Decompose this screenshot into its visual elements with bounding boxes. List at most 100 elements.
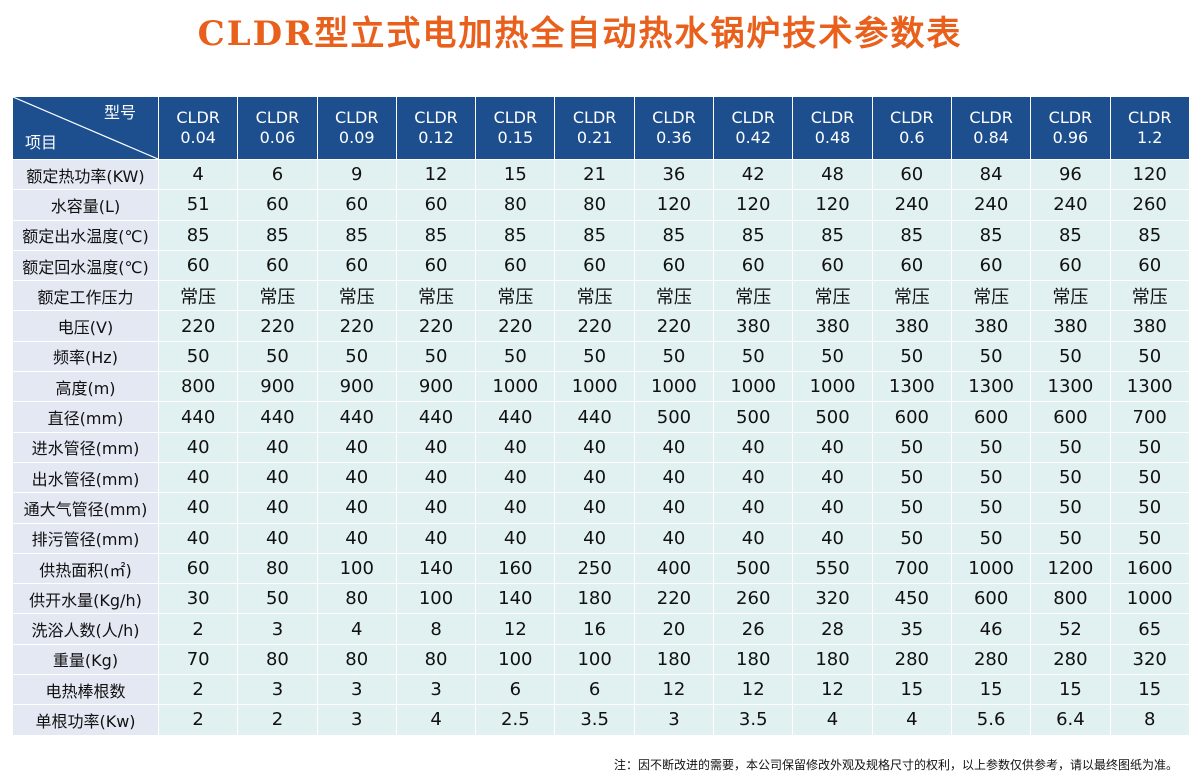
table-cell: 85 <box>554 219 635 251</box>
table-cell: 6 <box>237 158 318 191</box>
row-label: 额定回水温度(℃) <box>12 249 159 282</box>
table-cell: 1000 <box>475 371 556 403</box>
table-cell: 60 <box>792 249 873 282</box>
table-cell: 1300 <box>871 371 952 403</box>
table-cell: 1300 <box>1030 371 1111 403</box>
table-cell: 40 <box>713 522 794 554</box>
table-cell: 15 <box>1030 674 1111 706</box>
parameter-table: 型号 项目 CLDR 0.04 CLDR 0.06 CLDR 0.09 CLDR 0.12 CL… <box>12 96 1190 736</box>
table-cell: 1000 <box>554 371 635 403</box>
table-cell: 120 <box>713 189 794 221</box>
table-cell: 60 <box>950 249 1032 282</box>
model-header-cell: CLDR 0.21 <box>554 96 635 160</box>
table-cell: 40 <box>554 431 635 463</box>
table-body: 额定热功率(KW) 4 6 9 12 15 21 36 42 48 60 84 96 120 水容量(L) 5… <box>12 158 1190 736</box>
table-cell: 50 <box>1109 522 1190 554</box>
model-name: CLDR <box>255 108 300 127</box>
table-cell: 12 <box>713 674 794 706</box>
table-cell: 50 <box>475 340 556 373</box>
table-cell: 40 <box>792 522 873 554</box>
table-cell: 2.5 <box>475 704 556 736</box>
table-row: 电热棒根数 2 3 3 3 6 6 12 12 12 15 15 15 15 <box>12 674 1190 706</box>
table-row: 单根功率(Kw) 2 2 3 4 2.5 3.5 3 3.5 4 4 5.6 6.4 8 <box>12 704 1190 736</box>
table-cell: 80 <box>316 583 397 615</box>
model-name: CLDR <box>969 108 1013 127</box>
table-cell: 1000 <box>633 371 715 403</box>
table-cell: 220 <box>316 310 397 342</box>
row-label: 进水管径(mm) <box>12 431 159 463</box>
model-header-cell: CLDR 0.04 <box>157 96 239 160</box>
table-cell: 180 <box>713 643 794 676</box>
model-capacity: 0.96 <box>1052 128 1089 147</box>
table-cell: 60 <box>395 249 477 282</box>
table-cell: 8 <box>395 613 477 645</box>
table-row: 出水管径(mm) 40 40 40 40 40 40 40 40 40 50 50 50 50 <box>12 461 1190 494</box>
item-header-label: 项目 <box>25 133 58 152</box>
table-cell: 50 <box>1109 461 1190 494</box>
model-name: CLDR <box>810 108 855 127</box>
table-cell: 85 <box>871 219 952 251</box>
table-cell: 220 <box>475 310 556 342</box>
model-header-cell: CLDR 0.6 <box>871 96 952 160</box>
table-cell: 40 <box>792 461 873 494</box>
table-cell: 40 <box>316 522 397 554</box>
table-cell: 900 <box>237 371 318 403</box>
table-cell: 3 <box>316 674 397 706</box>
model-name: CLDR <box>890 108 934 127</box>
table-cell: 40 <box>395 431 477 463</box>
table-cell: 3.5 <box>554 704 635 736</box>
model-name: CLDR <box>493 108 538 127</box>
page-title: CLDR型立式电加热全自动热水锅炉技术参数表 <box>197 14 963 54</box>
table-cell: 240 <box>871 189 952 221</box>
table-cell: 常压 <box>157 280 239 312</box>
table-cell: 100 <box>395 583 477 615</box>
table-row: 供开水量(Kg/h) 30 50 80 100 140 180 220 260 320 450 600… <box>12 583 1190 615</box>
table-cell: 60 <box>1109 249 1190 282</box>
table-cell: 140 <box>395 552 477 585</box>
table-cell: 42 <box>713 158 794 191</box>
table-cell: 85 <box>157 219 239 251</box>
table-cell: 50 <box>871 522 952 554</box>
table-cell: 40 <box>475 431 556 463</box>
table-row: 电压(V) 220 220 220 220 220 220 220 380 380 380 380 38… <box>12 310 1190 342</box>
table-cell: 220 <box>237 310 318 342</box>
table-cell: 21 <box>554 158 635 191</box>
model-capacity: 0.21 <box>576 128 613 147</box>
model-capacity: 0.15 <box>497 128 534 147</box>
table-cell: 440 <box>554 401 635 433</box>
model-name: CLDR <box>731 108 775 127</box>
table-cell: 260 <box>713 583 794 615</box>
model-header-cell: CLDR 0.06 <box>237 96 318 160</box>
table-cell: 15 <box>1109 674 1190 706</box>
model-capacity: 0.42 <box>735 128 772 147</box>
table-cell: 40 <box>792 492 873 524</box>
table-cell: 40 <box>157 461 239 494</box>
table-cell: 常压 <box>871 280 952 312</box>
table-cell: 80 <box>395 643 477 676</box>
table-cell: 440 <box>475 401 556 433</box>
table-cell: 40 <box>475 461 556 494</box>
table-cell: 220 <box>395 310 477 342</box>
model-name: CLDR <box>334 108 379 127</box>
row-label: 高度(m) <box>12 371 159 403</box>
table-cell: 50 <box>950 492 1032 524</box>
table-row: 直径(mm) 440 440 440 440 440 440 500 500 500 600 600 6… <box>12 401 1190 433</box>
table-cell: 60 <box>554 249 635 282</box>
table-cell: 180 <box>792 643 873 676</box>
table-row: 通大气管径(mm) 40 40 40 40 40 40 40 40 40 50 50 50 50 <box>12 492 1190 524</box>
table-cell: 70 <box>157 643 239 676</box>
table-cell: 80 <box>554 189 635 221</box>
table-cell: 280 <box>950 643 1032 676</box>
model-header-label: 型号 <box>103 103 136 122</box>
table-cell: 280 <box>1030 643 1111 676</box>
table-cell: 85 <box>633 219 715 251</box>
table-cell: 60 <box>316 189 397 221</box>
table-cell: 60 <box>1030 249 1111 282</box>
table-cell: 8 <box>1109 704 1190 736</box>
table-cell: 3.5 <box>713 704 794 736</box>
table-cell: 40 <box>713 492 794 524</box>
table-cell: 380 <box>792 310 873 342</box>
table-cell: 50 <box>1109 340 1190 373</box>
model-capacity: 0.06 <box>259 128 296 147</box>
table-cell: 6 <box>554 674 635 706</box>
